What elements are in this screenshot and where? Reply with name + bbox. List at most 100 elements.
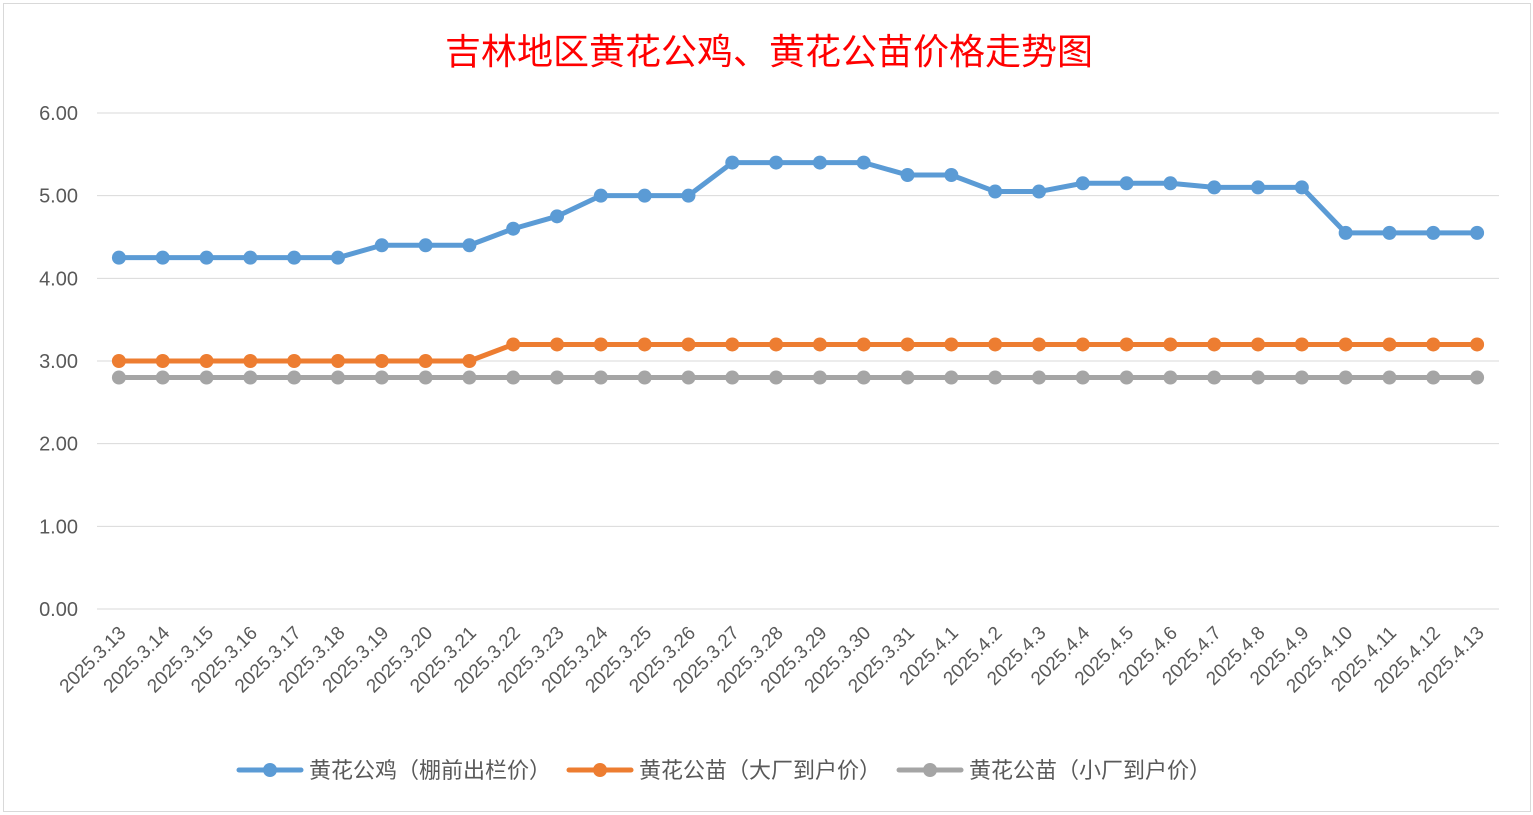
y-tick-label: 2.00 bbox=[39, 434, 78, 456]
legend-item: 黄花公鸡（棚前出栏价） bbox=[236, 759, 551, 784]
data-point bbox=[287, 250, 302, 265]
data-point bbox=[1163, 337, 1178, 352]
legend-label: 黄花公苗（大厂到户价） bbox=[639, 759, 881, 784]
data-point bbox=[462, 354, 477, 368]
data-point bbox=[681, 337, 696, 352]
data-point bbox=[1207, 180, 1222, 195]
data-point bbox=[550, 337, 565, 352]
data-point bbox=[1426, 370, 1441, 385]
data-point bbox=[812, 370, 827, 385]
data-point bbox=[1294, 337, 1309, 352]
data-point bbox=[243, 354, 258, 368]
data-point bbox=[725, 370, 740, 385]
y-tick-label: 6.00 bbox=[39, 103, 78, 125]
data-point bbox=[681, 370, 696, 385]
data-point bbox=[243, 250, 258, 265]
legend-marker bbox=[923, 763, 938, 777]
series-2 bbox=[111, 337, 1485, 368]
data-point bbox=[199, 370, 214, 385]
y-tick-label: 0.00 bbox=[39, 599, 78, 621]
data-point bbox=[374, 370, 389, 385]
data-point bbox=[111, 370, 126, 385]
data-point bbox=[155, 370, 170, 385]
data-point bbox=[1294, 180, 1309, 195]
data-point bbox=[506, 370, 521, 385]
data-point bbox=[1382, 225, 1397, 240]
data-point bbox=[287, 370, 302, 385]
data-point bbox=[1251, 180, 1266, 195]
data-point bbox=[1119, 176, 1134, 191]
series-3 bbox=[111, 370, 1485, 385]
data-point bbox=[1470, 337, 1485, 352]
data-point bbox=[1163, 370, 1178, 385]
data-point bbox=[1031, 370, 1046, 385]
data-point bbox=[1207, 370, 1222, 385]
y-tick-label: 4.00 bbox=[39, 268, 78, 290]
data-point bbox=[1119, 370, 1134, 385]
data-point bbox=[725, 337, 740, 352]
data-point bbox=[374, 238, 389, 253]
legend: 黄花公鸡（棚前出栏价） 黄花公苗（大厂到户价） 黄花公苗（小厂到户价） bbox=[236, 759, 1211, 784]
data-point bbox=[1426, 337, 1441, 352]
data-point bbox=[944, 337, 959, 352]
data-point bbox=[637, 370, 652, 385]
data-point bbox=[1251, 370, 1266, 385]
data-point bbox=[856, 337, 871, 352]
data-point bbox=[769, 370, 784, 385]
data-point bbox=[155, 250, 170, 265]
y-tick-label: 1.00 bbox=[39, 516, 78, 538]
data-point bbox=[812, 155, 827, 170]
data-point bbox=[900, 370, 915, 385]
y-axis-ticks: 0.00 1.00 2.00 3.00 4.00 5.00 6.00 bbox=[39, 103, 78, 621]
data-point bbox=[1031, 184, 1046, 199]
data-point bbox=[681, 188, 696, 203]
data-point bbox=[506, 337, 521, 352]
y-tick-label: 3.00 bbox=[39, 351, 78, 373]
data-point bbox=[593, 370, 608, 385]
data-point bbox=[243, 370, 258, 385]
data-point bbox=[1382, 370, 1397, 385]
data-point bbox=[1426, 225, 1441, 240]
data-point bbox=[769, 155, 784, 170]
data-point bbox=[506, 221, 521, 236]
data-point bbox=[418, 370, 433, 385]
data-point bbox=[988, 184, 1003, 199]
data-point bbox=[593, 337, 608, 352]
series-line bbox=[116, 160, 1480, 261]
data-point bbox=[900, 168, 915, 182]
data-point bbox=[1163, 176, 1178, 191]
x-axis-ticks: 2025.3.132025.3.142025.3.152025.3.162025… bbox=[56, 622, 1489, 697]
data-point bbox=[1031, 337, 1046, 352]
data-point bbox=[287, 354, 302, 368]
data-point bbox=[900, 337, 915, 352]
data-point bbox=[330, 354, 345, 368]
data-point bbox=[199, 250, 214, 265]
legend-item: 黄花公苗（小厂到户价） bbox=[896, 759, 1211, 784]
data-point bbox=[462, 238, 477, 253]
data-point bbox=[462, 370, 477, 385]
data-point bbox=[856, 155, 871, 170]
legend-marker bbox=[593, 763, 608, 777]
data-point bbox=[637, 188, 652, 203]
data-point bbox=[812, 337, 827, 352]
legend-label: 黄花公鸡（棚前出栏价） bbox=[309, 759, 551, 784]
data-point bbox=[988, 337, 1003, 352]
data-point bbox=[418, 238, 433, 253]
data-point bbox=[1382, 337, 1397, 352]
data-point bbox=[988, 370, 1003, 385]
data-point bbox=[374, 354, 389, 368]
data-point bbox=[550, 370, 565, 385]
series-lines bbox=[111, 155, 1485, 385]
data-point bbox=[944, 168, 959, 182]
data-point bbox=[1075, 337, 1090, 352]
data-point bbox=[111, 354, 126, 368]
data-point bbox=[1207, 337, 1222, 352]
data-point bbox=[111, 250, 126, 265]
data-point bbox=[1338, 225, 1353, 240]
series-line bbox=[116, 341, 1480, 364]
data-point bbox=[1251, 337, 1266, 352]
data-point bbox=[1294, 370, 1309, 385]
line-chart: 吉林地区黄花公鸡、黄花公苗价格走势图 0.00 1.00 2.00 3.00 4.00 5… bbox=[39, 32, 1499, 784]
data-point bbox=[637, 337, 652, 352]
data-point bbox=[550, 209, 565, 224]
